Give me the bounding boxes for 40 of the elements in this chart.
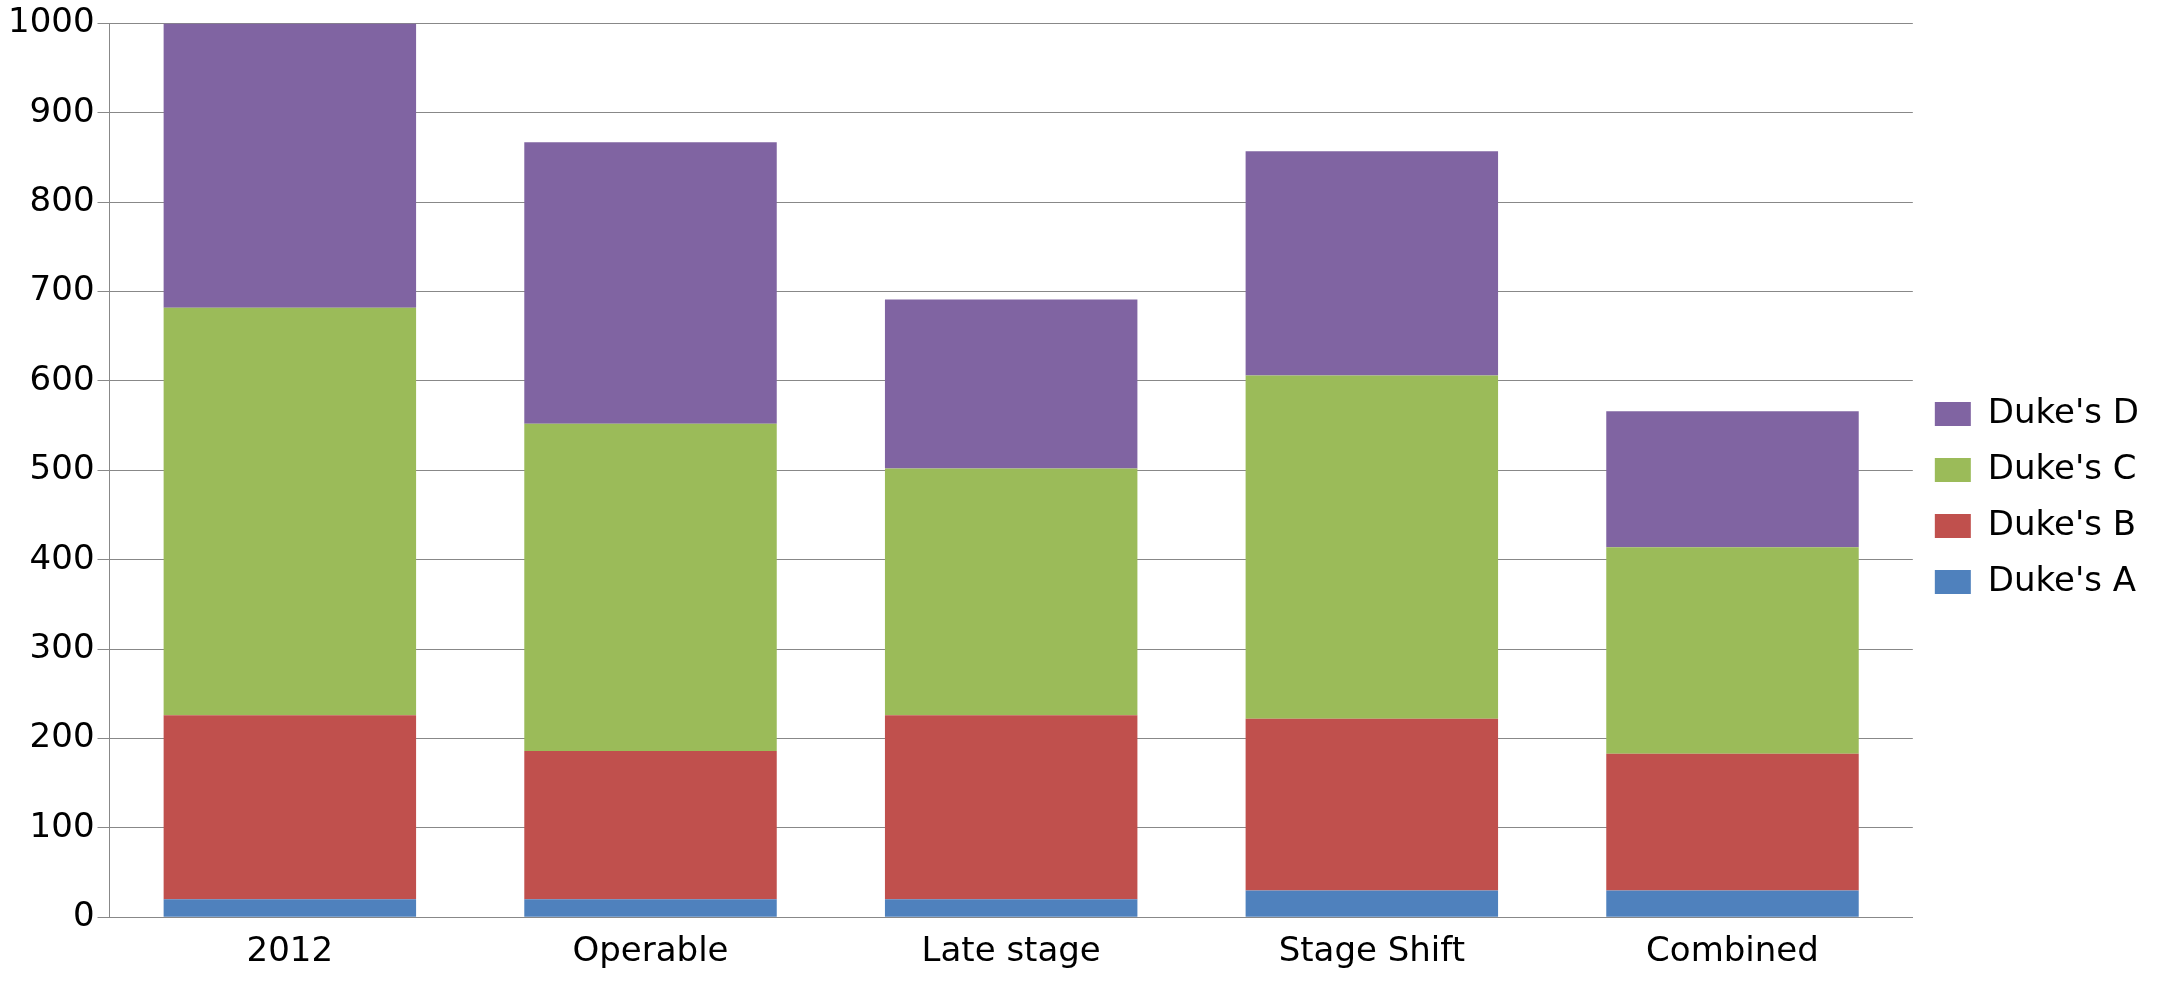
y-tick-label: 700 — [29, 268, 95, 309]
bar — [163, 23, 417, 308]
legend-label: Duke's A — [1987, 558, 2137, 599]
bar — [163, 899, 417, 917]
legend-label: Duke's D — [1987, 390, 2140, 431]
y-tick-label: 500 — [29, 447, 95, 488]
bar — [524, 750, 777, 900]
y-tick-label: 0 — [72, 894, 95, 935]
bar — [524, 423, 777, 751]
y-tick-label: 800 — [29, 178, 95, 219]
x-tick-label: Combined — [1646, 929, 1819, 970]
y-tick-label: 900 — [29, 89, 95, 130]
bar — [884, 299, 1138, 469]
x-tick-label: Stage Shift — [1278, 929, 1466, 970]
y-tick-label: 100 — [29, 804, 95, 845]
bar — [884, 899, 1138, 917]
bar — [1245, 890, 1499, 917]
y-tick-label: 400 — [29, 536, 95, 577]
bar — [1245, 375, 1499, 719]
y-tick-label: 1000 — [8, 0, 95, 41]
bar — [1606, 890, 1859, 917]
x-tick-label: 2012 — [246, 929, 334, 970]
bar — [1606, 753, 1859, 891]
bar — [524, 899, 777, 917]
y-tick-label: 300 — [29, 625, 95, 666]
bar — [884, 468, 1138, 716]
y-tick-label: 200 — [29, 715, 95, 756]
x-tick-label: Operable — [572, 929, 729, 970]
legend-label: Duke's C — [1987, 446, 2137, 487]
bar — [524, 142, 777, 424]
x-tick-label: Late stage — [921, 929, 1101, 970]
bar — [1606, 547, 1859, 754]
bar — [1606, 411, 1859, 548]
bar — [163, 307, 417, 716]
bar — [1245, 718, 1499, 891]
bar — [884, 715, 1138, 900]
bar — [1245, 151, 1499, 376]
y-tick-label: 600 — [29, 357, 95, 398]
bar — [163, 715, 417, 900]
legend-label: Duke's B — [1987, 502, 2137, 543]
